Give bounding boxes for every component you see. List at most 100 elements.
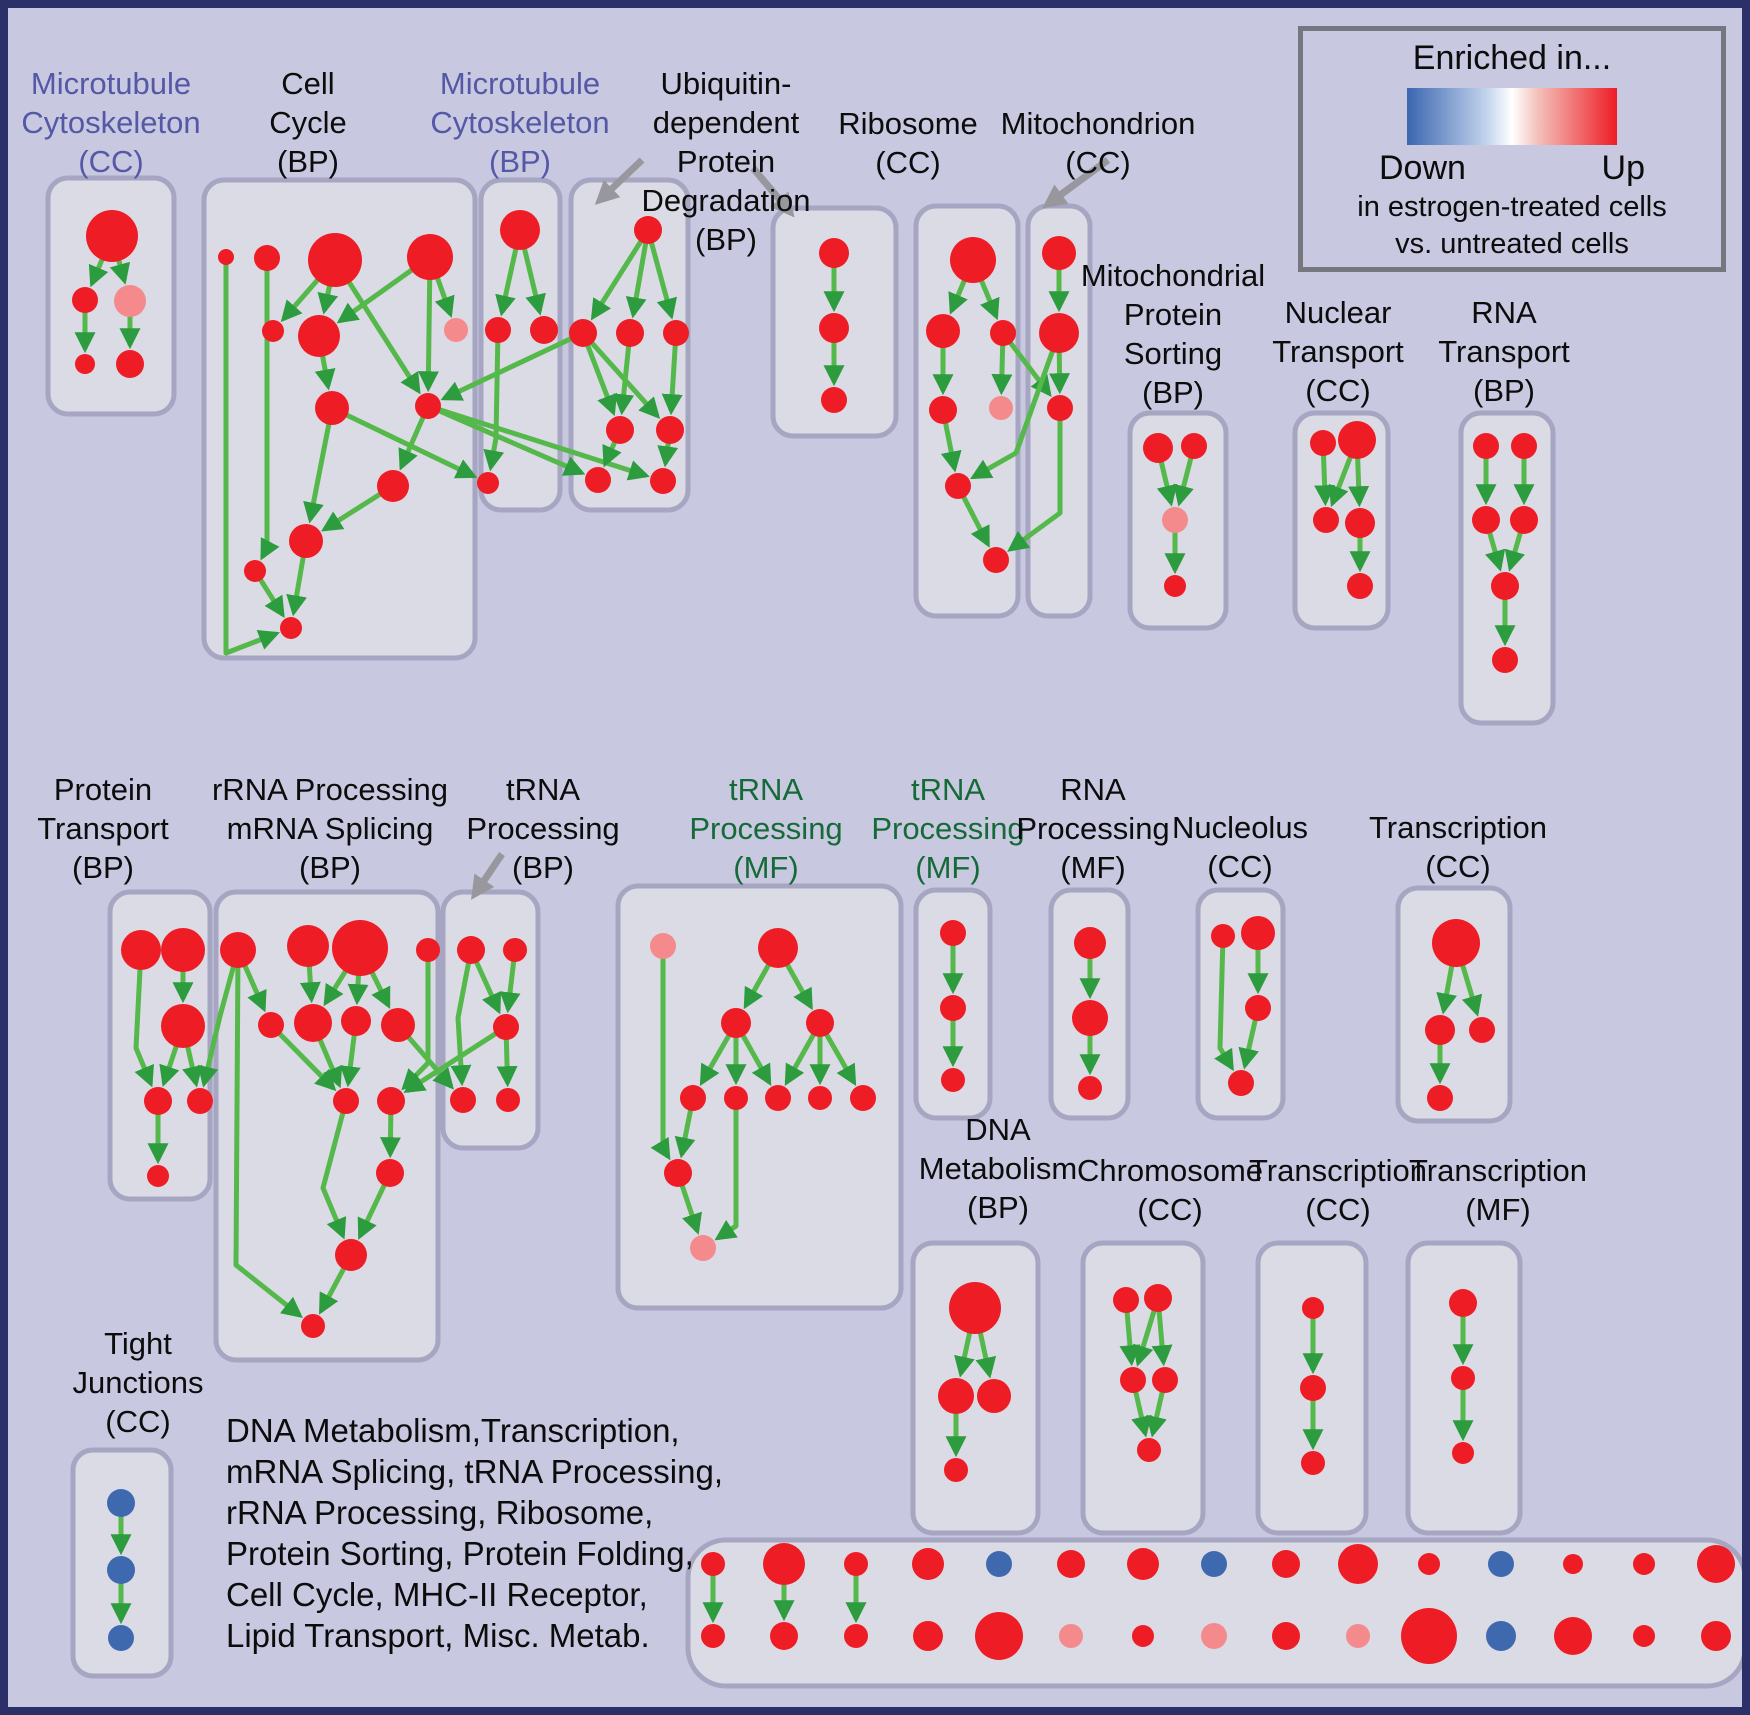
go-term-node-tb1 xyxy=(457,936,485,964)
label-misc-clusters: DNA Metabolism,Transcription, mRNA Splic… xyxy=(226,1412,724,1654)
go-term-node-bb9 xyxy=(1272,1622,1300,1650)
label-pointer-arrow-2 xyxy=(1042,157,1111,209)
go-term-node-bt6 xyxy=(1057,1550,1085,1578)
label-mitochondrion: Mitochondrion (CC) xyxy=(1000,106,1196,180)
cluster-box-rna-transport xyxy=(1458,410,1556,726)
go-term-node-tj3 xyxy=(108,1625,134,1651)
go-term-node-bt8 xyxy=(1201,1551,1227,1577)
go-term-node-ub4 xyxy=(663,320,689,346)
go-term-node-tm2 xyxy=(1451,1366,1475,1390)
go-term-node-pt3 xyxy=(161,1004,205,1048)
go-term-node-g4 xyxy=(806,1009,834,1037)
enrichment-edge-rr1-rr13 xyxy=(233,949,303,1319)
label-transcription-mf: Transcription (MF) xyxy=(1408,1153,1588,1227)
enrichment-edge-pt1-pt4 xyxy=(133,949,154,1088)
go-term-node-mc1 xyxy=(86,210,138,262)
label-pointer-arrow-3 xyxy=(471,852,505,900)
go-term-node-rp1 xyxy=(1074,927,1106,959)
go-term-node-ua2 xyxy=(819,313,849,343)
go-term-node-cc9 xyxy=(415,393,441,419)
go-term-node-rp2 xyxy=(1072,1000,1108,1036)
go-term-node-nt2 xyxy=(1338,421,1376,459)
legend: Enriched in... Down Up in estrogen-treat… xyxy=(1298,26,1726,272)
go-term-node-tb4 xyxy=(450,1087,476,1113)
label-pointer-arrow-0 xyxy=(594,157,645,205)
legend-gradient-bar xyxy=(1407,88,1617,145)
go-term-node-bb5 xyxy=(975,1612,1023,1660)
go-term-node-bt15 xyxy=(1697,1545,1735,1583)
go-term-node-g8 xyxy=(808,1086,832,1110)
go-term-node-ch5 xyxy=(1137,1438,1161,1462)
go-term-node-mc2 xyxy=(72,287,98,313)
go-term-node-rr12 xyxy=(335,1239,367,1271)
label-nucleolus: Nucleolus (CC) xyxy=(1171,810,1309,884)
figure-canvas xyxy=(45,157,1742,1689)
go-term-node-bt13 xyxy=(1563,1554,1583,1574)
go-term-node-bt12 xyxy=(1488,1551,1514,1577)
go-term-node-nt1 xyxy=(1310,430,1336,456)
enrichment-edge-ub2-cc9 xyxy=(440,330,585,401)
go-term-node-cc4 xyxy=(407,234,453,280)
go-term-node-rt3 xyxy=(1472,506,1500,534)
legend-axis-labels: Down Up xyxy=(1379,149,1645,188)
label-dna-metabolism: DNA Metabolism (BP) xyxy=(918,1112,1078,1225)
go-term-node-rr13 xyxy=(301,1314,325,1338)
enrichment-edge-tb3-rr10 xyxy=(403,1024,508,1093)
enrichment-edge-tb1-tb4 xyxy=(450,949,474,1087)
enrichment-edge-cc1-cc13 xyxy=(223,257,280,656)
go-term-node-bt10 xyxy=(1338,1544,1378,1584)
go-term-node-rr10 xyxy=(377,1087,405,1115)
label-microtubule-bp: Microtubule Cytoskeleton (BP) xyxy=(430,66,610,179)
go-term-node-t32 xyxy=(1300,1375,1326,1401)
go-term-node-ch4 xyxy=(1152,1367,1178,1393)
enrichment-edge-rr1-pt5 xyxy=(197,949,241,1088)
go-term-node-g9 xyxy=(850,1085,876,1111)
go-term-node-tc2 xyxy=(1425,1015,1455,1045)
label-nuclear-transport: Nuclear Transport (CC) xyxy=(1272,295,1404,408)
label-trna-mf-2: tRNA Processing (MF) xyxy=(871,772,1025,885)
go-term-node-pt5 xyxy=(187,1088,213,1114)
go-term-node-ub1 xyxy=(634,216,662,244)
go-term-node-nc4 xyxy=(1228,1070,1254,1096)
go-term-node-rt1 xyxy=(1473,433,1499,459)
cluster-box-microtubule-cc xyxy=(45,175,177,417)
enrichment-edge-ub4-ub6 xyxy=(661,332,683,416)
go-term-node-nc2 xyxy=(1241,916,1275,950)
go-term-node-ch1 xyxy=(1113,1287,1139,1313)
cluster-box-mixed-strip xyxy=(685,1537,1742,1689)
go-term-node-cc1 xyxy=(218,249,234,265)
go-term-node-bb1 xyxy=(701,1624,725,1648)
go-term-node-rt5 xyxy=(1491,572,1519,600)
go-term-node-cc10 xyxy=(377,470,409,502)
go-term-node-cc11 xyxy=(289,524,323,558)
go-term-node-bb14 xyxy=(1633,1625,1655,1647)
go-term-node-g11 xyxy=(690,1235,716,1261)
go-term-node-g3 xyxy=(721,1008,751,1038)
go-term-node-tm3 xyxy=(1452,1442,1474,1464)
go-term-node-mc4 xyxy=(75,354,95,374)
go-term-node-cc3 xyxy=(308,233,362,287)
go-term-node-ps4 xyxy=(1164,575,1186,597)
go-term-node-rr6 xyxy=(294,1004,332,1042)
go-term-node-mb2 xyxy=(485,317,511,343)
label-trna-mf-1: tRNA Processing (MF) xyxy=(689,772,843,885)
label-pointer-arrow-1 xyxy=(750,165,795,218)
go-term-node-cc5 xyxy=(262,320,284,342)
go-term-node-bt1 xyxy=(701,1552,725,1576)
legend-subtitle-line2: vs. untreated cells xyxy=(1395,228,1629,260)
go-term-node-cc12 xyxy=(244,560,266,582)
go-term-node-mc5 xyxy=(116,350,144,378)
go-term-node-mt1 xyxy=(1042,236,1076,270)
go-term-node-ps3 xyxy=(1162,507,1188,533)
go-term-node-g10 xyxy=(664,1159,692,1187)
label-rna-processing-mf: RNA Processing (MF) xyxy=(1016,772,1170,885)
enrichment-edge-mt2-rb6 xyxy=(969,332,1062,480)
go-term-node-bb13 xyxy=(1554,1617,1592,1655)
go-term-node-bb2 xyxy=(770,1622,798,1650)
go-term-node-bb12 xyxy=(1486,1621,1516,1651)
go-term-node-bt14 xyxy=(1633,1553,1655,1575)
go-term-node-bt9 xyxy=(1272,1550,1300,1578)
go-term-node-cc6 xyxy=(298,315,340,357)
go-term-node-tm1 xyxy=(1449,1289,1477,1317)
